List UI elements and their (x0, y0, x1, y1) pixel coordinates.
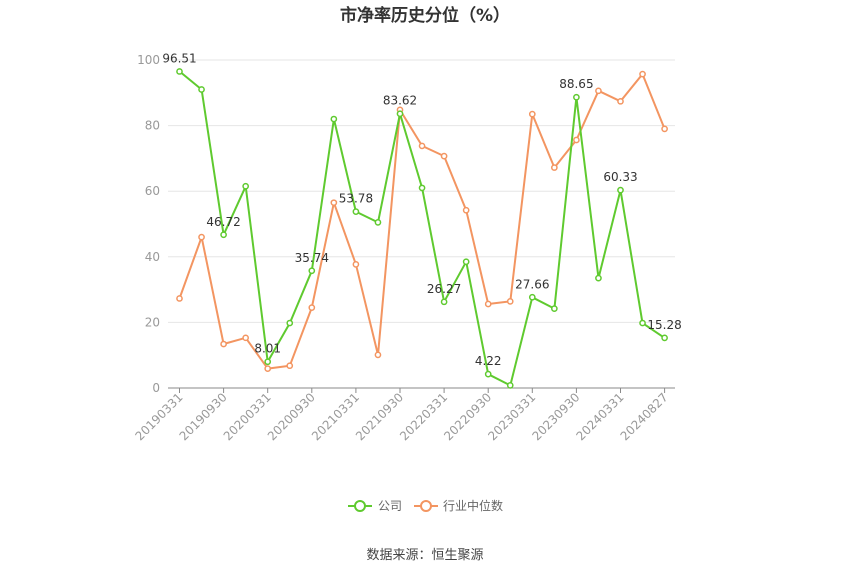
data-point (286, 362, 294, 370)
data-point (661, 125, 668, 133)
data-point (595, 87, 602, 95)
source-note: 数据来源：恒生聚源 (366, 548, 483, 563)
data-point (220, 340, 227, 348)
data-point (639, 70, 646, 78)
data-point (352, 260, 360, 268)
data-label: 96.51 (162, 51, 196, 65)
data-point (639, 319, 646, 327)
data-point (374, 351, 382, 359)
legend-item-company[interactable]: 公司 (348, 499, 402, 513)
data-point (264, 365, 272, 372)
data-point (462, 206, 470, 214)
data-label: 88.65 (559, 77, 593, 91)
data-point (176, 68, 183, 75)
data-point (242, 334, 249, 342)
data-point (506, 382, 514, 389)
data-label: 46.72 (206, 215, 240, 229)
y-tick-label: 40 (145, 250, 160, 264)
data-point (528, 110, 536, 118)
data-point (198, 233, 205, 241)
data-label: 35.74 (295, 251, 329, 265)
data-point (198, 86, 205, 93)
data-point (352, 208, 360, 215)
data-label: 83.62 (383, 94, 417, 108)
data-point (617, 186, 624, 194)
legend-label: 行业中位数 (443, 498, 503, 513)
data-point (418, 142, 426, 150)
y-tick-label: 60 (145, 184, 160, 198)
data-point (176, 295, 183, 302)
legend-marker (354, 500, 366, 512)
data-point (528, 293, 536, 301)
data-point (374, 219, 382, 226)
data-point (286, 319, 294, 327)
legend[interactable]: 公司 行业中位数 (348, 498, 503, 513)
data-point (440, 298, 448, 306)
axes: 0204060801002019033120190930202003312020… (133, 53, 675, 443)
data-label: 4.22 (475, 354, 502, 368)
data-point (242, 182, 249, 190)
data-point (330, 199, 338, 207)
data-point (308, 304, 316, 311)
data-point (484, 370, 492, 378)
data-labels: 96.51 46.72 8.01 35.74 53.78 83.62 26.27 4.22 27… (162, 51, 681, 368)
data-label: 26.27 (427, 282, 461, 296)
series-layer (176, 68, 668, 389)
data-point (330, 115, 338, 123)
data-point (396, 110, 404, 118)
data-label: 60.33 (603, 170, 637, 184)
data-label: 15.28 (647, 318, 681, 332)
data-point (617, 97, 624, 105)
legend-marker (420, 500, 432, 512)
y-tick-label: 80 (145, 119, 160, 133)
data-point (264, 358, 272, 366)
data-label: 53.78 (339, 192, 373, 206)
data-point (506, 298, 514, 305)
data-label: 8.01 (254, 342, 281, 356)
data-point (573, 136, 580, 144)
x-tick-label: 20240827 (618, 390, 671, 443)
data-label: 27.66 (515, 277, 549, 291)
data-point (308, 267, 316, 275)
chart-title: 市净率历史分位（%） (340, 5, 510, 26)
y-tick-label: 0 (152, 381, 160, 395)
y-tick-label: 20 (145, 315, 160, 329)
data-point (418, 184, 426, 192)
data-point (484, 300, 492, 308)
legend-item-industry-median[interactable]: 行业中位数 (414, 498, 503, 513)
legend-label: 公司 (378, 499, 402, 513)
data-point (661, 334, 668, 342)
data-point (551, 305, 558, 312)
data-point (440, 152, 448, 160)
y-tick-label: 100 (137, 53, 160, 67)
data-point (462, 258, 470, 266)
data-point (551, 164, 558, 171)
series-line-company (178, 70, 666, 387)
data-point (573, 93, 580, 101)
data-point (595, 274, 602, 282)
data-point (220, 231, 227, 239)
